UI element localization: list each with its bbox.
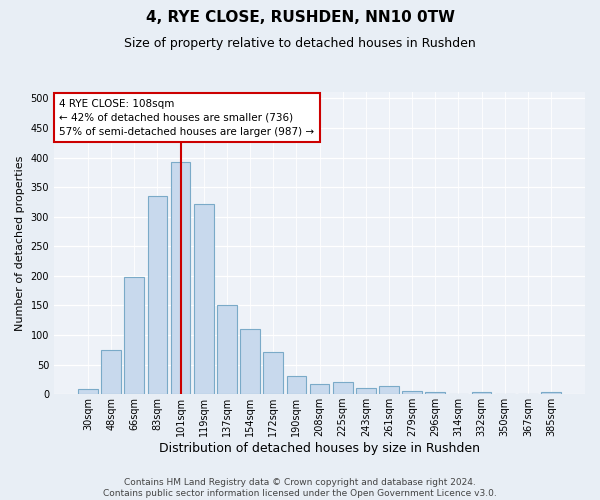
Bar [240,329,260,394]
Bar [171,162,190,394]
Bar [263,352,283,394]
Text: Size of property relative to detached houses in Rushden: Size of property relative to detached ho… [124,38,476,51]
Bar [217,306,237,394]
Bar [148,196,167,394]
Bar [402,391,422,394]
Bar [78,390,98,394]
Text: 4 RYE CLOSE: 108sqm
← 42% of detached houses are smaller (736)
57% of semi-detac: 4 RYE CLOSE: 108sqm ← 42% of detached ho… [59,98,314,136]
Bar [356,388,376,394]
X-axis label: Distribution of detached houses by size in Rushden: Distribution of detached houses by size … [159,442,480,455]
Y-axis label: Number of detached properties: Number of detached properties [15,156,25,331]
Bar [379,386,399,394]
Bar [194,204,214,394]
Text: Contains HM Land Registry data © Crown copyright and database right 2024.
Contai: Contains HM Land Registry data © Crown c… [103,478,497,498]
Bar [425,392,445,394]
Bar [472,392,491,394]
Bar [124,277,144,394]
Bar [101,350,121,394]
Text: 4, RYE CLOSE, RUSHDEN, NN10 0TW: 4, RYE CLOSE, RUSHDEN, NN10 0TW [146,10,455,25]
Bar [541,392,561,394]
Bar [333,382,353,394]
Bar [310,384,329,394]
Bar [287,376,306,394]
